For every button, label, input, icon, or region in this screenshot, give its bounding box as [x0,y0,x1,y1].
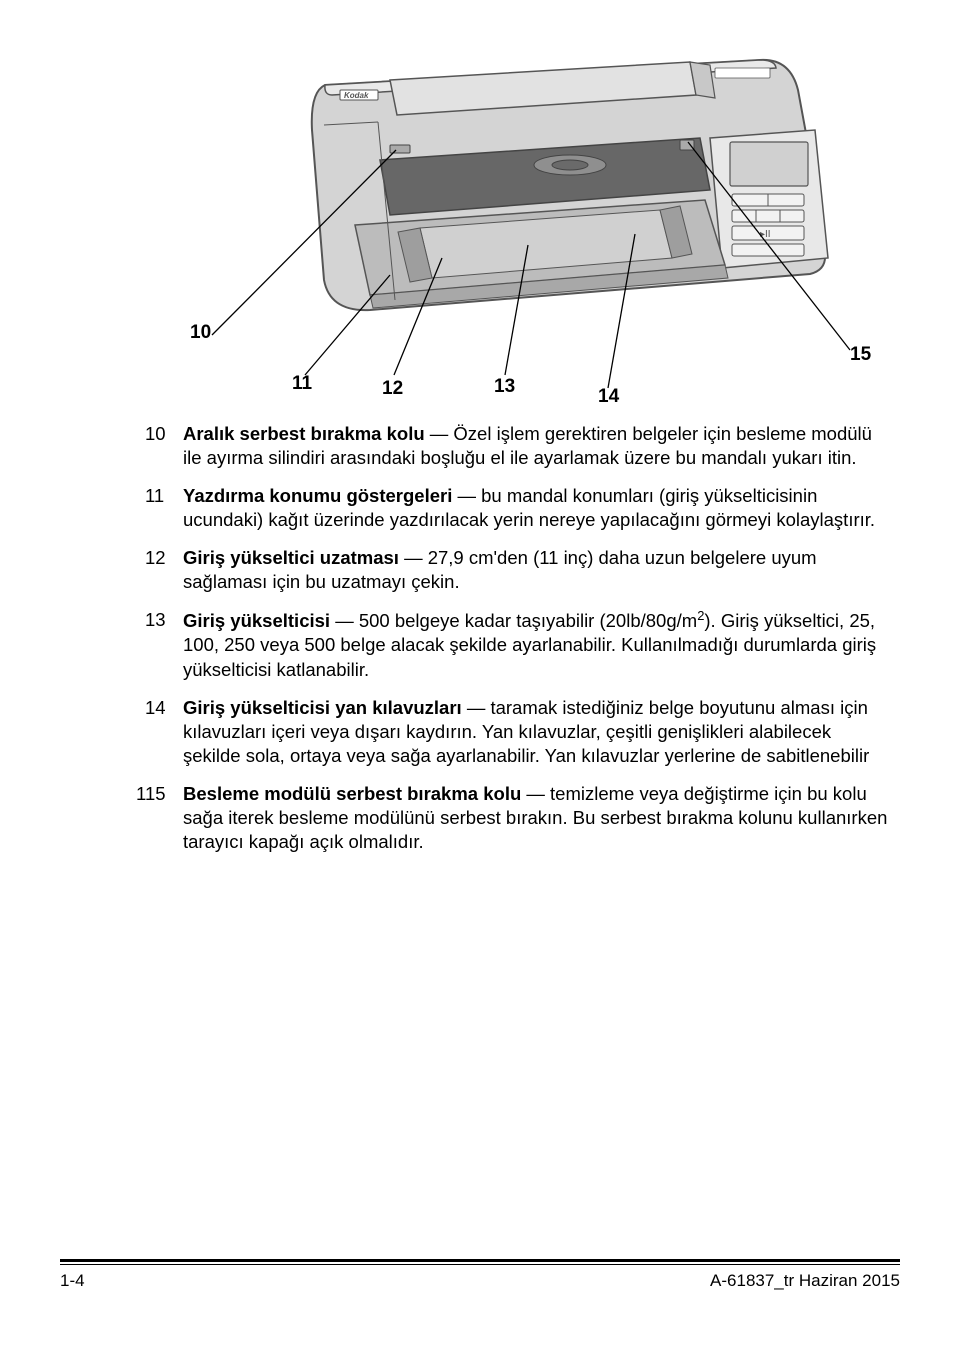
item-11: 11 Yazdırma konumu göstergeleri — bu man… [145,484,890,532]
callout-12: 12 [382,378,403,400]
item-num: 10 [145,422,183,470]
item-14: 14 Giriş yükselticisi yan kılavuzları — … [145,696,890,768]
item-text: Aralık serbest bırakma kolu — Özel işlem… [183,422,890,470]
item-num: 12 [145,546,183,594]
item-text: Giriş yükselticisi yan kılavuzları — tar… [183,696,890,768]
callout-11: 11 [292,373,312,395]
item-num: 13 [145,608,183,681]
page-number: 1-4 [60,1271,85,1291]
item-text: Giriş yükselticisi — 500 belgeye kadar t… [183,608,890,681]
item-15: 15 Besleme modülü serbest bırakma kolu —… [145,782,890,854]
item-text: Giriş yükseltici uzatması — 27,9 cm'den … [183,546,890,594]
item-num: 11 [145,484,183,532]
scanner-figure: Kodak ▸II [60,0,900,410]
item-10: 10 Aralık serbest bırakma kolu — Özel iş… [145,422,890,470]
callout-13: 13 [494,376,515,398]
item-num: 14 [145,696,183,768]
callout-14: 14 [598,386,619,408]
item-text: Besleme modülü serbest bırakma kolu — te… [183,782,890,854]
item-12: 12 Giriş yükseltici uzatması — 27,9 cm'd… [145,546,890,594]
callout-10: 10 [190,322,211,344]
page-footer: 1-4 A-61837_tr Haziran 2015 [60,1259,900,1291]
item-descriptions: 10 Aralık serbest bırakma kolu — Özel iş… [60,422,900,854]
callout-15: 15 [850,344,871,366]
callout-lines [60,0,900,410]
item-13: 13 Giriş yükselticisi — 500 belgeye kada… [145,608,890,681]
doc-id-date: A-61837_tr Haziran 2015 [710,1271,900,1291]
item-num: 15 [145,782,183,854]
item-text: Yazdırma konumu göstergeleri — bu mandal… [183,484,890,532]
footer-rule [60,1259,900,1265]
